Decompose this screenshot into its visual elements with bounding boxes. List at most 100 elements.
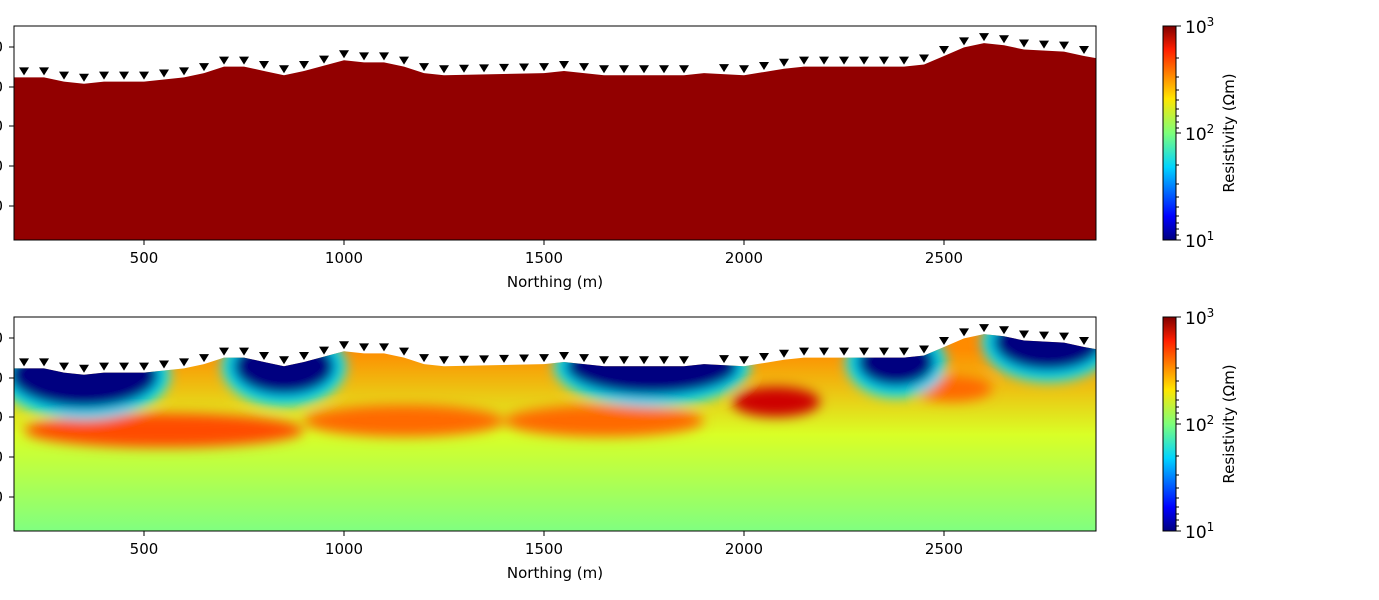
station-marker [1059,41,1069,50]
station-marker [999,35,1009,44]
colorbar-tick-label: 101 [1185,520,1214,543]
station-marker [939,45,949,54]
station-marker [39,67,49,76]
station-marker [19,67,29,76]
recovered-model-panel: 0 0 0 0 0 500 1000 1500 2000 2500 Northing (… [0,316,1097,582]
station-marker [79,364,89,373]
station-marker [259,351,269,360]
station-marker [899,56,909,65]
station-marker [999,326,1009,335]
x-tick-label: 1000 [325,249,363,267]
station-marker [239,56,249,65]
station-marker [319,346,329,355]
conductive-body [564,336,740,397]
colorbar-label: Resistivity (Ωm) [1220,73,1238,192]
station-marker [119,71,129,80]
plot-frame [13,316,1097,532]
x-tick-label: 1000 [325,540,363,558]
x-ticks: 500 1000 1500 2000 2500 [130,240,963,267]
resistive-body [504,404,704,437]
station-marker [179,67,189,76]
svg-text:0: 0 [0,408,3,426]
colorbar-bottom: 103 102 101 Resistivity (Ωm) [1162,306,1238,543]
station-marker [139,362,149,371]
svg-text:0: 0 [0,38,3,56]
station-marker [139,71,149,80]
station-marker [159,69,169,78]
station-marker [779,58,789,67]
station-marker [859,347,869,356]
station-marker [679,356,689,365]
station-marker [39,358,49,367]
colorbar-label: Resistivity (Ωm) [1220,364,1238,483]
conductive-body [232,336,336,397]
reference-model-panel: 0 0 0 0 0 500 1000 1500 2000 2500 Northing (… [0,25,1097,291]
svg-text:0: 0 [0,329,3,347]
colorbar-gradient [1162,316,1177,532]
station-marker [559,60,569,69]
station-marker [959,37,969,46]
station-marker [719,64,729,73]
station-marker [279,65,289,74]
station-marker [579,354,589,363]
station-marker [839,347,849,356]
station-marker [179,358,189,367]
station-marker [339,50,349,59]
station-marker [1039,40,1049,49]
svg-text:0: 0 [0,488,3,506]
station-marker [99,71,109,80]
station-marker [679,65,689,74]
station-marker [919,54,929,63]
station-marker [459,355,469,364]
station-marker [779,349,789,358]
station-marker [559,351,569,360]
station-marker [359,343,369,352]
station-marker [399,56,409,65]
station-marker [1079,45,1089,54]
station-marker [979,33,989,42]
station-marker [219,347,229,356]
colorbar-top: 103 102 101 Resistivity (Ωm) [1162,15,1238,252]
colorbar-tick-label: 102 [1185,122,1214,145]
x-tick-label: 500 [130,249,159,267]
svg-text:0: 0 [0,78,3,96]
station-marker [439,356,449,365]
conductive-body [856,336,936,388]
y-ticks: 0 0 0 0 0 [0,38,14,215]
station-marker [439,65,449,74]
station-marker [479,355,489,364]
resistive-body [24,413,304,448]
station-marker [599,65,609,74]
x-tick-label: 1500 [525,540,563,558]
colorbar-tick-label: 103 [1185,15,1214,38]
station-marker [399,347,409,356]
station-marker [379,52,389,61]
station-marker [159,360,169,369]
station-marker [59,362,69,371]
station-marker [59,71,69,80]
x-tick-label: 2500 [925,540,963,558]
resistive-body [732,386,820,417]
conductive-body [14,340,160,410]
station-marker [619,65,629,74]
station-marker [879,56,889,65]
plot-frame [13,25,1097,241]
station-marker [219,56,229,65]
station-marker [19,358,29,367]
station-marker [239,347,249,356]
station-marker [919,345,929,354]
station-marker [839,56,849,65]
svg-text:0: 0 [0,369,3,387]
resistive-body [304,404,504,437]
station-marker [639,356,649,365]
station-marker [819,347,829,356]
station-marker [259,60,269,69]
station-marker [339,341,349,350]
station-marker [199,63,209,72]
x-ticks: 500 1000 1500 2000 2500 [130,531,963,558]
x-axis-label: Northing (m) [507,564,603,582]
station-marker [539,63,549,72]
model-fill [14,43,1096,240]
station-marker [659,65,669,74]
station-marker [119,362,129,371]
